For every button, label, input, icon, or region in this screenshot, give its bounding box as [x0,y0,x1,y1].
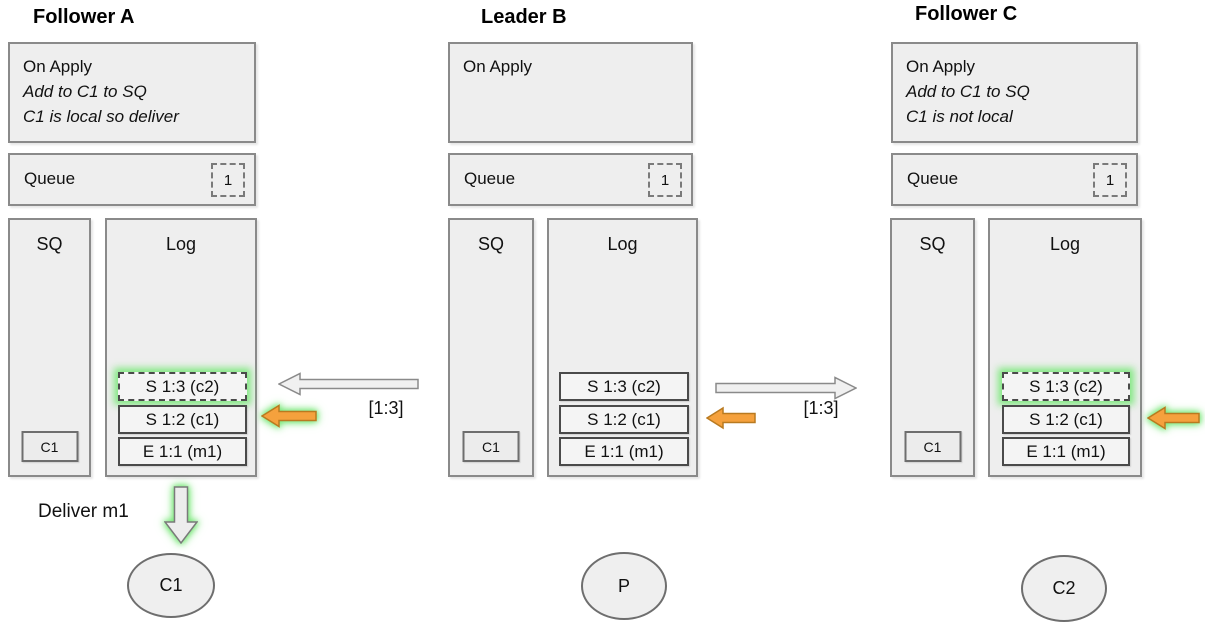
column-title-follower-a: Follower A [33,6,135,28]
on-apply-box-c: On Apply Add to C1 to SQ C1 is not local [891,42,1138,143]
apply-pointer-arrow-a-icon [261,403,317,429]
queue-label-a: Queue [24,169,76,188]
sq-label-c: SQ [919,234,946,254]
on-apply-box-a: On Apply Add to C1 to SQ C1 is local so … [8,42,256,143]
log-entry-a-s12: S 1:2 (c1) [118,405,247,434]
on-apply-box-b: On Apply [448,42,693,143]
queue-count-c: 1 [1093,163,1127,197]
log-label-b: Log [607,234,638,254]
log-label-a: Log [165,234,197,254]
replicate-range-label-right: [1:3] [803,398,839,418]
sq-label-a: SQ [36,234,63,254]
on-apply-note-c-1: Add to C1 to SQ [906,82,1030,101]
actor-c1: C1 [127,553,215,618]
apply-pointer-arrow-c-icon [1147,405,1200,431]
replicate-range-label-left: [1:3] [368,398,404,418]
deliver-down-arrow-icon [164,486,198,544]
on-apply-note-a-2: C1 is local so deliver [23,107,179,126]
log-entry-c-s13: S 1:3 (c2) [1002,372,1130,401]
log-box-a: Log S 1:3 (c2) S 1:2 (c1) E 1:1 (m1) [105,218,257,477]
queue-box-b: Queue 1 [448,153,693,206]
log-entry-b-s12: S 1:2 (c1) [559,405,689,434]
log-entry-c-e11: E 1:1 (m1) [1002,437,1130,466]
sq-entry-a: C1 [21,431,78,462]
actor-p: P [581,552,667,620]
replicate-arrow-left-icon [278,372,419,396]
queue-count-b: 1 [648,163,682,197]
log-box-c: Log S 1:3 (c2) S 1:2 (c1) E 1:1 (m1) [988,218,1142,477]
apply-pointer-arrow-b-icon [706,406,756,430]
on-apply-title-c: On Apply [906,57,975,76]
queue-box-c: Queue 1 [891,153,1138,206]
log-entry-b-s13: S 1:3 (c2) [559,372,689,401]
queue-label-b: Queue [464,169,516,188]
column-title-leader-b: Leader B [481,6,567,28]
replicate-arrow-right-icon [715,376,857,400]
queue-box-a: Queue 1 [8,153,256,206]
log-entry-a-s13: S 1:3 (c2) [118,372,247,401]
deliver-label: Deliver m1 [38,501,129,522]
queue-count-a: 1 [211,163,245,197]
actor-c2: C2 [1021,555,1107,622]
sq-box-c: SQ C1 [890,218,975,477]
log-entry-a-e11: E 1:1 (m1) [118,437,247,466]
on-apply-note-c-2: C1 is not local [906,107,1013,126]
sq-box-a: SQ C1 [8,218,91,477]
sq-entry-b: C1 [462,431,520,462]
log-entry-b-e11: E 1:1 (m1) [559,437,689,466]
log-entry-c-s12: S 1:2 (c1) [1002,405,1130,434]
sq-entry-c: C1 [904,431,961,462]
sq-label-b: SQ [477,234,504,254]
log-box-b: Log S 1:3 (c2) S 1:2 (c1) E 1:1 (m1) [547,218,698,477]
on-apply-note-a-1: Add to C1 to SQ [23,82,147,101]
on-apply-title-a: On Apply [23,57,92,76]
log-label-c: Log [1049,234,1081,254]
on-apply-title-b: On Apply [463,57,532,76]
sq-box-b: SQ C1 [448,218,534,477]
queue-label-c: Queue [907,169,959,188]
column-title-follower-c: Follower C [915,3,1018,25]
